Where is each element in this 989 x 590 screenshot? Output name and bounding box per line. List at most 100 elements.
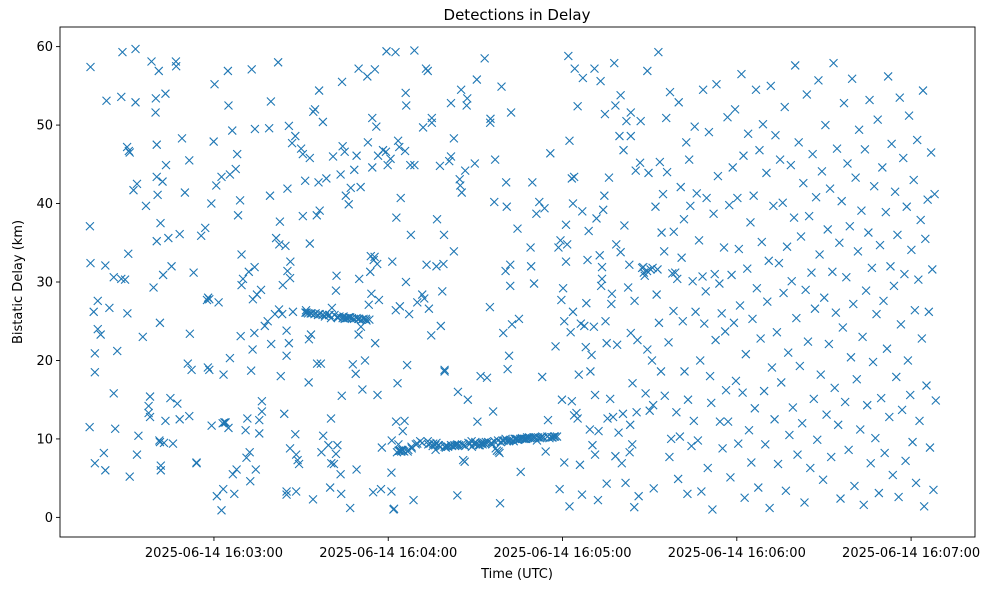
data-point xyxy=(749,191,759,201)
data-point xyxy=(376,484,386,494)
data-point xyxy=(147,57,156,66)
data-point xyxy=(779,288,788,298)
data-point xyxy=(338,141,348,151)
data-point xyxy=(440,365,449,375)
data-point xyxy=(741,349,751,359)
data-point xyxy=(782,242,792,252)
data-point xyxy=(196,231,206,241)
data-point xyxy=(621,478,630,488)
data-point xyxy=(100,261,110,270)
data-point xyxy=(437,287,447,296)
data-point xyxy=(405,160,415,170)
data-point xyxy=(868,357,878,367)
data-point xyxy=(595,250,605,260)
data-point xyxy=(816,370,826,379)
data-point xyxy=(685,201,695,211)
data-point xyxy=(659,247,669,256)
data-point xyxy=(300,176,310,186)
data-point xyxy=(207,421,217,430)
data-point xyxy=(531,209,541,219)
data-point xyxy=(888,470,898,480)
data-point xyxy=(834,238,844,248)
data-point xyxy=(752,283,762,293)
data-point xyxy=(266,339,276,349)
x-tick-label: 2025-06-14 16:06:00 xyxy=(668,546,806,561)
data-point xyxy=(503,364,513,374)
data-point xyxy=(794,137,804,147)
data-point xyxy=(290,131,300,141)
data-point xyxy=(609,58,619,68)
data-point xyxy=(665,87,675,97)
data-point xyxy=(862,400,872,410)
data-point xyxy=(705,371,715,381)
data-point xyxy=(257,407,267,416)
data-point xyxy=(310,104,320,114)
data-point xyxy=(132,179,142,189)
data-point xyxy=(872,309,881,319)
y-tick-label: 20 xyxy=(36,354,53,369)
data-point xyxy=(489,197,499,207)
data-point xyxy=(367,113,377,123)
x-tick-label: 2025-06-14 16:07:00 xyxy=(842,546,980,561)
data-point xyxy=(220,418,229,427)
data-point xyxy=(841,272,851,282)
data-point xyxy=(887,139,897,149)
data-point xyxy=(363,137,373,147)
data-point xyxy=(288,307,298,317)
data-point xyxy=(470,159,480,168)
data-point xyxy=(709,209,718,219)
data-point xyxy=(422,260,431,270)
data-point xyxy=(145,392,155,401)
data-point xyxy=(432,261,441,271)
data-point xyxy=(210,79,219,89)
data-point xyxy=(601,316,610,326)
data-point xyxy=(374,295,384,305)
data-point xyxy=(203,363,213,372)
data-point xyxy=(713,171,723,181)
data-point xyxy=(647,356,657,365)
data-point xyxy=(131,97,140,107)
data-point xyxy=(750,403,760,413)
data-point xyxy=(904,111,914,121)
data-point xyxy=(306,330,316,339)
data-point xyxy=(642,345,652,354)
data-point xyxy=(679,214,689,224)
data-point xyxy=(574,370,584,379)
data-point xyxy=(593,495,603,505)
data-point xyxy=(336,489,346,499)
data-point xyxy=(218,484,228,494)
data-point xyxy=(883,72,893,81)
data-point xyxy=(634,491,644,501)
data-point xyxy=(440,367,449,376)
data-point xyxy=(857,206,866,215)
data-point xyxy=(513,224,522,234)
data-point xyxy=(628,378,637,388)
data-point xyxy=(419,294,429,303)
data-point xyxy=(331,286,341,296)
data-point xyxy=(370,252,379,262)
data-point xyxy=(567,396,577,406)
data-point xyxy=(167,261,176,271)
data-point xyxy=(485,302,495,312)
data-point xyxy=(550,432,560,441)
data-point xyxy=(187,365,196,375)
data-point xyxy=(275,217,285,226)
data-point xyxy=(807,268,816,277)
data-point xyxy=(249,328,259,338)
data-point xyxy=(602,479,612,489)
data-point xyxy=(378,145,388,155)
data-point xyxy=(922,381,931,390)
data-point xyxy=(192,458,201,467)
data-point xyxy=(877,163,887,172)
data-point xyxy=(674,97,684,107)
data-point xyxy=(612,340,622,350)
data-point xyxy=(336,170,345,179)
data-point xyxy=(869,181,879,191)
data-point xyxy=(361,314,371,324)
data-point xyxy=(738,388,748,398)
data-point xyxy=(254,429,264,438)
data-point xyxy=(783,348,793,358)
data-point xyxy=(404,309,414,319)
data-point xyxy=(225,353,235,363)
